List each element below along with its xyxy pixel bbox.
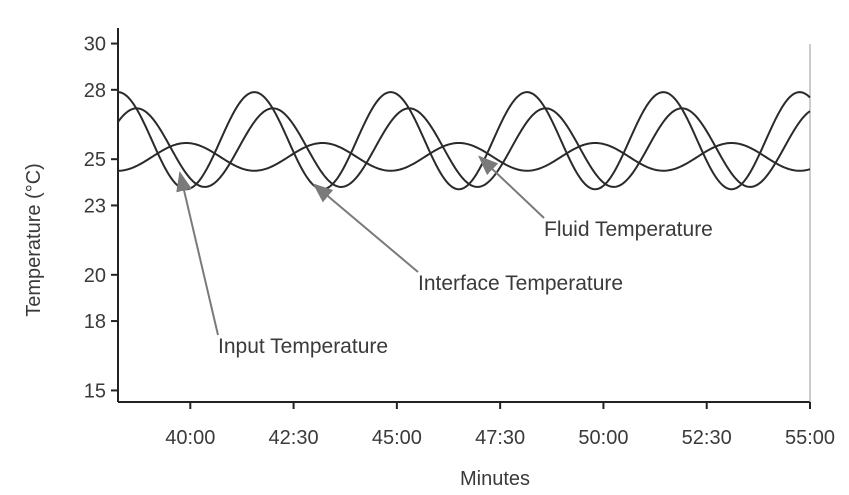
series-line-input-temperature [117, 91, 811, 191]
y-axis-title: Temperature (°C) [23, 163, 45, 317]
x-tick-label: 40:00 [165, 427, 215, 449]
y-tick-label: 20 [84, 265, 106, 287]
x-tick-label: 47:30 [475, 427, 525, 449]
annotation-label: Fluid Temperature [544, 218, 713, 241]
x-tick-label: 52:30 [682, 427, 732, 449]
y-tick-label: 15 [84, 380, 106, 402]
annotation-arrow [176, 171, 219, 336]
series-line-fluid-temperature [117, 141, 811, 172]
y-tick-label: 23 [84, 195, 106, 217]
annotation-label: Input Temperature [218, 335, 388, 358]
annotation-arrow [312, 183, 419, 273]
annotations: Fluid Temperature Interface Temperature In… [176, 155, 713, 358]
y-tick-label: 25 [84, 149, 106, 171]
x-tick-label: 50:00 [578, 427, 628, 449]
x-tick-label: 45:00 [372, 427, 422, 449]
annotation-label: Interface Temperature [418, 272, 623, 295]
y-tick-label: 18 [84, 311, 106, 333]
series-line-interface-temperature [117, 107, 811, 188]
annotation-arrow [478, 155, 545, 219]
x-tick-label: 42:30 [269, 427, 319, 449]
y-tick-label: 28 [84, 80, 106, 102]
series-lines [117, 91, 811, 191]
x-tick-label: 55:00 [785, 427, 835, 449]
x-axis-title: Minutes [460, 468, 530, 490]
y-tick-label: 30 [84, 34, 106, 56]
axes: 15 18 20 23 25 28 30 40:00 42:30 45:00 47:30 50:00 5… [84, 28, 835, 449]
